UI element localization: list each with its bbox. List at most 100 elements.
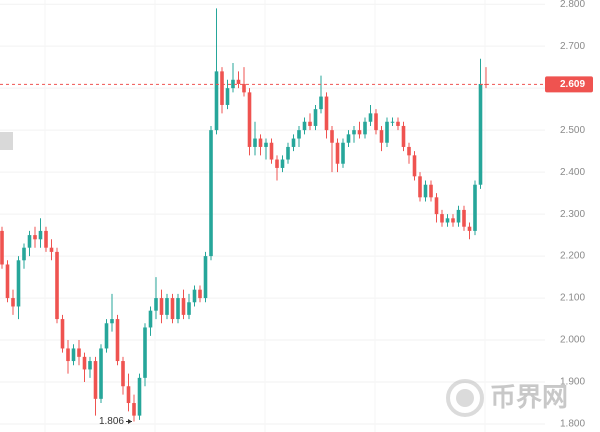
candle-body bbox=[445, 218, 450, 223]
candle-body bbox=[324, 96, 329, 131]
candle-body bbox=[115, 319, 120, 362]
watermark-logo bbox=[446, 379, 484, 417]
candle-body bbox=[346, 134, 351, 143]
candle-body bbox=[159, 298, 164, 315]
candle-body bbox=[44, 230, 48, 248]
candle-body bbox=[319, 96, 323, 110]
candle-body bbox=[462, 209, 466, 227]
candle-body bbox=[104, 323, 109, 349]
candle-body bbox=[407, 146, 411, 156]
candle-body bbox=[242, 83, 246, 93]
candle-body bbox=[110, 319, 114, 324]
min-label: 1.806 bbox=[99, 416, 124, 427]
candle-body bbox=[148, 310, 153, 328]
candle-body bbox=[88, 361, 92, 370]
candle-body bbox=[99, 348, 103, 399]
candle-body bbox=[22, 247, 26, 261]
candle-body bbox=[247, 92, 252, 147]
candle-body bbox=[214, 71, 219, 131]
y-tick-label: 2.500 bbox=[560, 125, 585, 136]
candle-body bbox=[269, 142, 274, 160]
candle-body bbox=[335, 142, 340, 164]
candle-body bbox=[258, 138, 263, 147]
candle-body bbox=[478, 83, 483, 185]
candle-body bbox=[225, 88, 230, 105]
candle-body bbox=[396, 121, 400, 126]
candle-body bbox=[456, 209, 461, 223]
candle-body bbox=[390, 121, 395, 123]
candle-body bbox=[368, 113, 373, 122]
candle-body bbox=[280, 159, 285, 168]
candle-body bbox=[291, 138, 296, 147]
candle-body bbox=[154, 298, 158, 311]
candle-body bbox=[341, 142, 345, 164]
candle-body bbox=[401, 125, 406, 147]
candle-body bbox=[60, 319, 65, 349]
candle-body bbox=[38, 230, 43, 240]
y-tick-label: 1.900 bbox=[560, 377, 585, 388]
candle-body bbox=[170, 298, 175, 320]
candle-body bbox=[231, 79, 235, 89]
candle-body bbox=[286, 146, 290, 160]
candle-body bbox=[11, 298, 15, 307]
candle-body bbox=[357, 130, 362, 135]
candle-body bbox=[302, 121, 307, 131]
candle-body bbox=[423, 184, 428, 198]
y-tick-label: 1.800 bbox=[560, 419, 585, 430]
candle-body bbox=[181, 298, 186, 315]
candle-body bbox=[434, 197, 439, 215]
candle-body bbox=[198, 289, 202, 299]
candle-body bbox=[220, 71, 224, 105]
candle-body bbox=[126, 386, 131, 404]
candle-body bbox=[192, 289, 197, 303]
candle-body bbox=[236, 79, 241, 84]
candle-body bbox=[143, 327, 147, 378]
candle-body bbox=[71, 348, 76, 362]
last-price-label: 2.609 bbox=[560, 79, 585, 90]
candle-body bbox=[0, 230, 4, 265]
candle-body bbox=[330, 130, 334, 143]
candle-body bbox=[137, 377, 142, 416]
candle-body bbox=[176, 298, 180, 320]
candle-body bbox=[308, 121, 312, 126]
candle-body bbox=[187, 302, 191, 315]
candle-body bbox=[374, 113, 378, 131]
candle-body bbox=[27, 235, 32, 248]
candle-body bbox=[203, 256, 208, 299]
candle-body bbox=[379, 130, 384, 143]
candle-body bbox=[418, 176, 422, 198]
grid bbox=[0, 3, 545, 425]
candle-body bbox=[93, 361, 98, 399]
candle-body bbox=[412, 155, 417, 177]
candle-body bbox=[451, 218, 455, 223]
candle-body bbox=[352, 130, 356, 135]
candle-body bbox=[473, 184, 477, 231]
y-tick-label: 2.200 bbox=[560, 251, 585, 262]
candle-body bbox=[132, 403, 136, 416]
candle-body bbox=[313, 109, 318, 126]
last-price-box bbox=[545, 76, 593, 93]
candle-body bbox=[467, 226, 472, 231]
y-tick-label: 2.800 bbox=[560, 0, 585, 10]
watermark: 币界网 bbox=[490, 382, 568, 412]
side-tab bbox=[0, 132, 13, 150]
candle-body bbox=[66, 348, 70, 362]
candle-body bbox=[5, 264, 10, 299]
candle-body bbox=[16, 260, 21, 307]
candle-body bbox=[264, 142, 268, 147]
candle-body bbox=[429, 184, 433, 198]
candle-body bbox=[33, 235, 37, 240]
candle-body bbox=[297, 130, 301, 139]
candle-body bbox=[77, 348, 81, 357]
y-tick-label: 2.400 bbox=[560, 167, 585, 178]
candle-body bbox=[440, 214, 444, 223]
candle-body bbox=[121, 361, 125, 387]
y-tick-label: 2.700 bbox=[560, 41, 585, 52]
logo-ring bbox=[446, 379, 484, 417]
candle-body bbox=[385, 121, 389, 143]
candle-body bbox=[82, 356, 87, 370]
y-tick-label: 2.300 bbox=[560, 209, 585, 220]
candle-body bbox=[49, 247, 54, 252]
candle-body bbox=[209, 130, 213, 257]
